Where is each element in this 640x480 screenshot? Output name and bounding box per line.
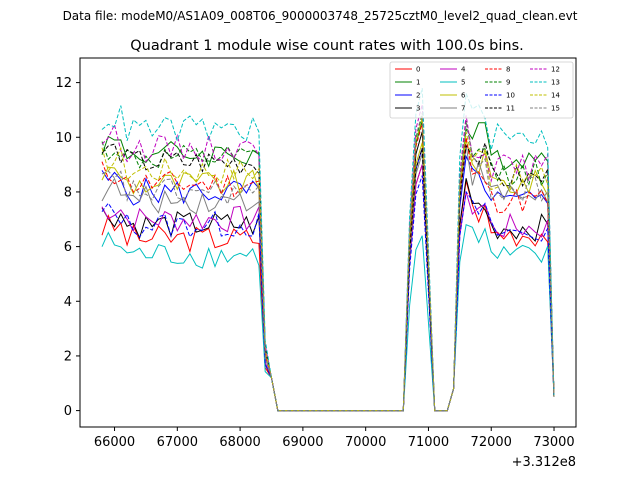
figure-suptitle: Data file: modeM0/AS1A09_008T06_90000037… — [63, 9, 578, 23]
series-line-11 — [101, 141, 555, 412]
series-line-13 — [101, 87, 555, 412]
y-tick-label: 12 — [55, 76, 72, 91]
series-line-4 — [101, 164, 555, 412]
plot-area — [79, 57, 577, 428]
legend-label: 1 — [416, 79, 420, 87]
x-axis: 66000 67000 68000 69000 70000 71000 72000 73000 — [94, 427, 575, 450]
x-tick-label: 69000 — [282, 435, 323, 450]
legend-label: 6 — [461, 92, 466, 100]
y-tick-label: 2 — [64, 349, 72, 364]
y-tick-label: 10 — [55, 131, 72, 146]
axes-background — [80, 58, 576, 427]
x-tick-label: 66000 — [94, 435, 135, 450]
legend-label: 0 — [416, 66, 420, 74]
legend-label: 13 — [551, 79, 560, 87]
series-line-0 — [101, 164, 555, 412]
y-tick-label: 6 — [64, 240, 72, 255]
series-line-5 — [101, 223, 555, 412]
chart-title: Quadrant 1 module wise count rates with … — [130, 38, 524, 54]
legend-label: 4 — [461, 66, 466, 74]
y-tick-label: 8 — [64, 185, 72, 200]
legend-box — [389, 61, 574, 119]
legend-label: 9 — [506, 79, 510, 87]
x-tick-label: 67000 — [157, 435, 198, 450]
y-tick-label: 4 — [64, 295, 72, 310]
series-layer — [101, 87, 555, 412]
legend-label: 12 — [551, 66, 560, 74]
legend-label: 2 — [416, 92, 420, 100]
series-line-10 — [101, 175, 555, 412]
legend-label: 5 — [461, 79, 465, 87]
y-tick-label: 0 — [64, 404, 72, 419]
y-axis: 0 2 4 6 8 10 12 — [55, 76, 80, 419]
axes-frame — [79, 57, 577, 428]
series-line-12 — [101, 104, 555, 412]
legend-label: 10 — [506, 92, 515, 100]
x-tick-label: 68000 — [219, 435, 260, 450]
x-tick-label: 72000 — [471, 435, 512, 450]
legend-label: 3 — [416, 105, 420, 113]
x-tick-label: 70000 — [345, 435, 386, 450]
legend-label: 7 — [461, 105, 465, 113]
x-tick-label: 71000 — [408, 435, 449, 450]
legend-label: 8 — [506, 66, 510, 74]
legend-label: 15 — [551, 105, 560, 113]
legend-label: 11 — [506, 105, 515, 113]
legend-label: 14 — [551, 92, 560, 100]
x-tick-label: 73000 — [533, 435, 574, 450]
x-offset-label: +3.312e8 — [512, 455, 576, 470]
